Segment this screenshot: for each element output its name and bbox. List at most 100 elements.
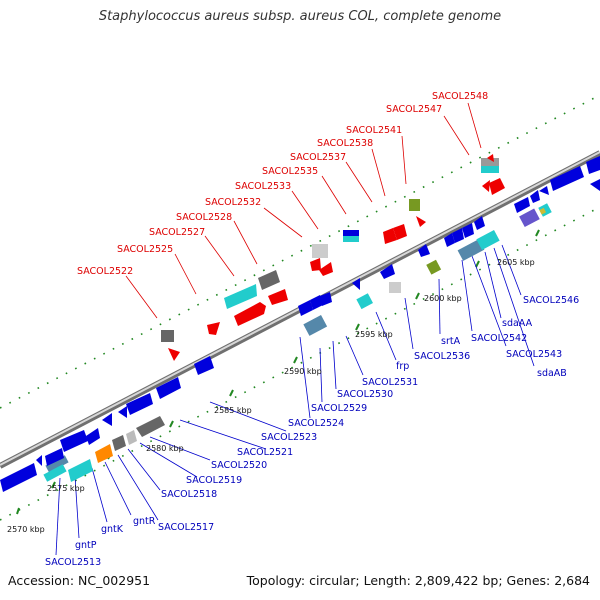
gene-red	[482, 180, 490, 192]
gene-label: SACOL2537	[290, 152, 346, 163]
tick-mark	[475, 260, 480, 268]
forward-genes	[161, 154, 505, 361]
tick-mark	[169, 420, 174, 428]
gene-label: SACOL2541	[346, 125, 402, 136]
gene-label: SACOL2546	[523, 295, 579, 306]
leader-line	[345, 335, 364, 376]
tick-mark	[415, 292, 420, 300]
reverse-gene-labels: SACOL2513 gntP gntK gntR SACOL2517 SACOL…	[45, 295, 579, 568]
leader-line	[467, 102, 482, 149]
leader-line	[371, 148, 386, 197]
tick-label: 2580 kbp	[146, 444, 184, 453]
gene-blue	[194, 356, 214, 375]
gene-gray	[161, 330, 174, 342]
gene-olive	[409, 199, 420, 211]
gene-red	[383, 228, 397, 244]
leader-line	[291, 190, 319, 230]
gene-blue	[320, 292, 332, 306]
gene-blue	[530, 190, 540, 203]
gene-label: gntP	[75, 540, 97, 551]
gene-label: sdaAB	[537, 368, 567, 379]
gene-cyan	[476, 230, 500, 250]
gene-label: SACOL2548	[432, 91, 488, 102]
leader-line	[484, 251, 502, 319]
leader-line	[74, 475, 80, 539]
gene-gray	[481, 158, 499, 166]
forward-gene-labels: SACOL2522 SACOL2525 SACOL2527 SACOL2528 …	[77, 91, 488, 277]
leader-line	[332, 340, 337, 390]
gene-blue	[156, 377, 181, 399]
gene-label: SACOL2530	[337, 389, 393, 400]
gene-label: frp	[396, 361, 409, 372]
leader-line	[493, 247, 535, 367]
gene-label: SACOL2523	[261, 432, 317, 443]
tick-label: 2600 kbp	[424, 294, 462, 303]
leader-line	[319, 347, 323, 403]
gene-red	[207, 322, 220, 335]
gene-light-gray	[126, 430, 137, 445]
gene-red	[234, 302, 266, 326]
leader-line	[404, 297, 414, 350]
reverse-genes	[0, 156, 600, 492]
gene-blue	[380, 264, 395, 279]
tick-label: 2605 kbp	[497, 258, 535, 267]
gene-label: SACOL2519	[186, 475, 242, 486]
tick-mark	[229, 389, 234, 397]
gene-steel	[45, 455, 69, 473]
gene-olive	[426, 259, 442, 275]
gene-red	[416, 216, 426, 227]
topology-label: Topology: circular; Length: 2,809,422 bp…	[246, 573, 590, 588]
tick-mark	[293, 356, 298, 364]
leader-line	[321, 175, 347, 215]
gene-light-gray	[312, 244, 328, 258]
forward-leader-lines	[125, 102, 482, 319]
gene-red	[393, 224, 407, 240]
gene-blue	[514, 197, 530, 213]
gene-label: gntK	[101, 524, 124, 535]
tick-label: 2595 kbp	[355, 330, 393, 339]
gene-label: SACOL2547	[386, 104, 442, 115]
leader-line	[149, 436, 211, 461]
gene-cyan	[224, 284, 257, 309]
gene-label: SACOL2521	[237, 447, 293, 458]
gene-label: gntR	[133, 516, 156, 527]
gene-label: SACOL2532	[205, 197, 261, 208]
leader-line	[117, 454, 159, 521]
leader-line	[471, 255, 507, 347]
gene-blue	[102, 413, 112, 426]
tick-mark	[16, 507, 20, 515]
tick-label: 2570 kbp	[7, 525, 45, 534]
leader-line	[263, 207, 303, 238]
gene-red	[489, 178, 505, 195]
gene-red	[168, 348, 180, 361]
gene-orange	[95, 444, 113, 463]
leader-line	[139, 442, 198, 478]
leader-line	[209, 401, 287, 432]
gene-blue	[539, 186, 549, 195]
leader-line	[204, 235, 235, 277]
leader-line	[179, 419, 267, 450]
gene-blue	[452, 228, 464, 243]
gene-cyan	[356, 293, 373, 310]
leader-line	[233, 220, 258, 265]
gene-blue	[86, 428, 100, 445]
gene-label: SACOL2533	[235, 181, 291, 192]
tick-mark	[535, 229, 540, 237]
gene-blue	[60, 430, 88, 452]
inner-dotted-track	[0, 206, 600, 521]
gene-blue	[126, 393, 153, 415]
tick-mark	[355, 323, 360, 331]
leader-line	[501, 244, 522, 296]
gene-label: SACOL2542	[471, 333, 527, 344]
gene-purple	[519, 208, 540, 228]
gene-label: SACOL2531	[362, 377, 418, 388]
gene-label: SACOL2528	[176, 212, 232, 223]
gene-label: SACOL2527	[149, 227, 205, 238]
gene-label: SACOL2538	[317, 138, 373, 149]
gene-blue	[590, 179, 600, 191]
gene-label: SACOL2522	[77, 266, 133, 277]
tick-mark	[51, 481, 56, 489]
leader-line	[438, 278, 441, 335]
leader-line	[174, 253, 197, 295]
leader-line	[375, 311, 397, 361]
